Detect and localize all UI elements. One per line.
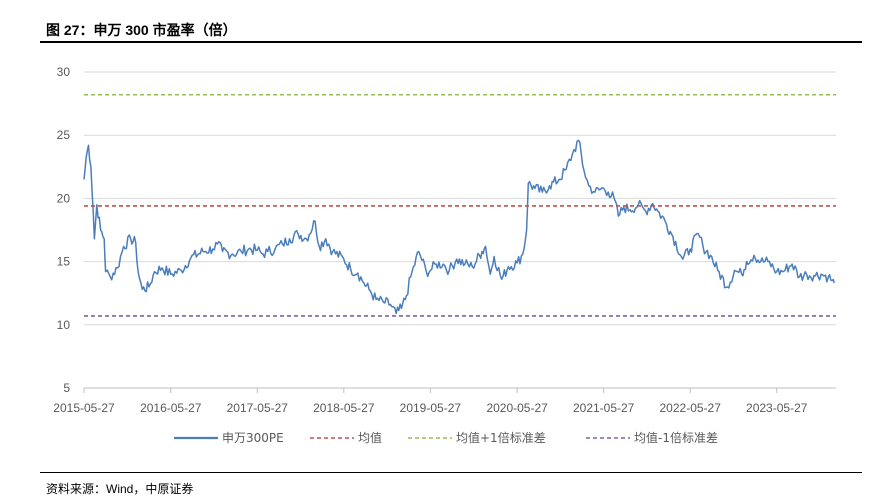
y-axis-ticks: 5 10 15 20 25 30	[57, 65, 71, 395]
legend: 申万300PE 均值 均值+1倍标准差 均值-1倍标准差	[174, 430, 718, 445]
pe-line-chart: 5 10 15 20 25 30 2015-05-27 2016-05-27 2017-05-…	[53, 65, 836, 445]
source-note: 资料来源：Wind，中原证券	[46, 482, 194, 496]
x-tick-label: 2022-05-27	[660, 401, 722, 415]
legend-label: 均值+1倍标准差	[456, 430, 546, 445]
y-tick-label: 10	[57, 318, 71, 332]
x-tick-label: 2019-05-27	[400, 401, 462, 415]
y-tick-label: 25	[57, 128, 71, 142]
x-tick-label: 2016-05-27	[140, 401, 202, 415]
y-tick-label: 5	[63, 381, 70, 395]
figure-title: 图 27：申万 300 市盈率（倍）	[46, 22, 237, 38]
title-rule	[40, 41, 862, 43]
x-tick-label: 2020-05-27	[486, 401, 548, 415]
legend-label: 均值-1倍标准差	[634, 430, 718, 445]
x-tick-label: 2017-05-27	[227, 401, 289, 415]
legend-label: 均值	[358, 430, 382, 445]
gridlines	[84, 71, 836, 326]
legend-label: 申万300PE	[222, 431, 284, 445]
x-tick-label: 2023-05-27	[746, 401, 808, 415]
x-tick-label: 2021-05-27	[573, 401, 635, 415]
footer-rule	[40, 472, 862, 473]
y-tick-label: 20	[57, 191, 71, 205]
series-layer	[83, 93, 836, 317]
x-tick-label: 2018-05-27	[313, 401, 375, 415]
series-line-pe	[83, 139, 836, 315]
x-axis: 2015-05-27 2016-05-27 2017-05-27 2018-05-27…	[53, 387, 836, 415]
y-tick-label: 15	[57, 255, 71, 269]
y-tick-label: 30	[57, 65, 71, 79]
x-tick-label: 2015-05-27	[53, 401, 115, 415]
